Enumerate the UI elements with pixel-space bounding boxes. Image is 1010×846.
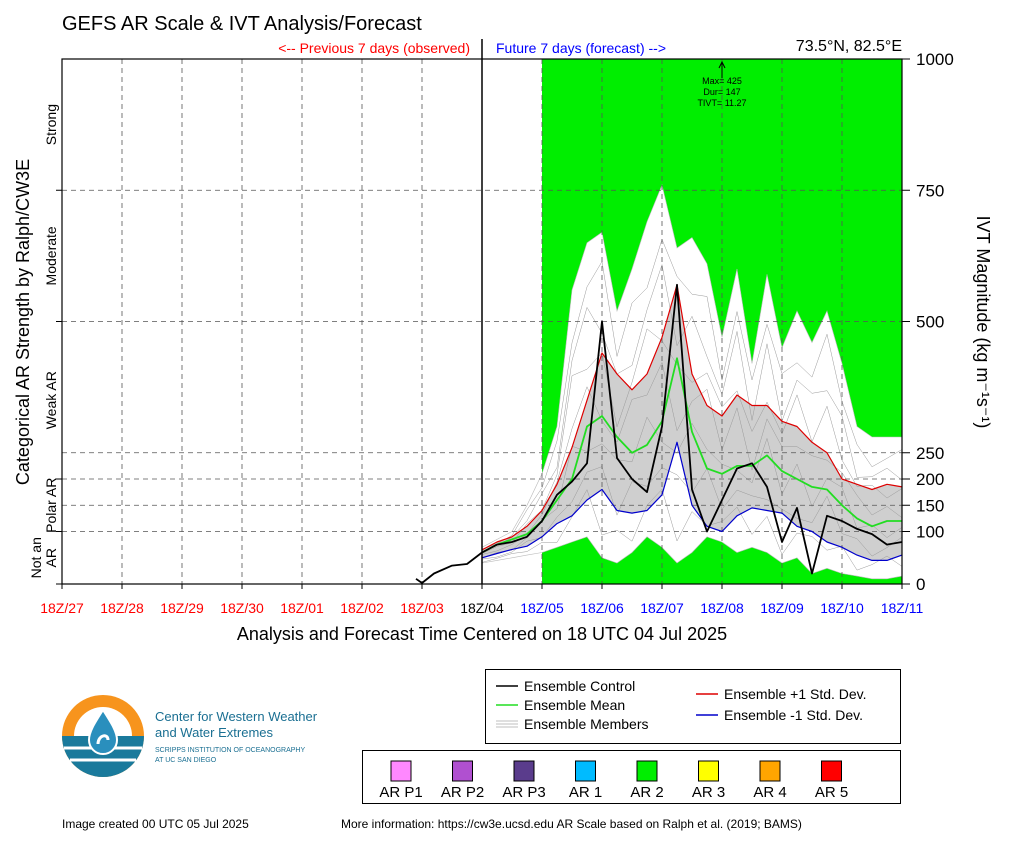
y-tick-label-200: 200 (916, 470, 944, 489)
ar-swatch-3 (575, 760, 596, 782)
ar-swatch-label-0: AR P1 (379, 784, 422, 801)
x-tick-label-1: 18Z/28 (100, 600, 144, 616)
y-tick-label-100: 100 (916, 523, 944, 542)
ar-swatch-1 (452, 760, 473, 782)
y-tick-label-0: 0 (916, 575, 925, 594)
x-tick-label-5: 18Z/02 (340, 600, 384, 616)
member-line-6 (481, 264, 903, 553)
cw3e-logo: Center for Western Weather and Water Ext… (62, 695, 318, 777)
x-tick-label-9: 18Z/06 (580, 600, 624, 616)
series-control (415, 283, 903, 584)
ar-category-3: Moderate (43, 226, 59, 285)
y-tick-label-150: 150 (916, 496, 944, 515)
members-core-band (482, 284, 902, 561)
ar-swatch-label-1: AR P2 (441, 784, 484, 801)
chart-title: GEFS AR Scale & IVT Analysis/Forecast (62, 13, 422, 35)
x-tick-label-0: 18Z/27 (40, 600, 84, 616)
max-annotation: Max= 425 Dur= 147 TIVT= 11.27 (697, 60, 747, 108)
x-tick-label-2: 18Z/29 (160, 600, 204, 616)
y-tick-label-250: 250 (916, 444, 944, 463)
x-tick-label-14: 18Z/11 (881, 600, 924, 616)
y-axis-right-label: IVT Magnitude (kg m⁻¹s⁻¹) (973, 216, 993, 429)
ar-swatch-2 (513, 760, 535, 782)
member-line-2 (481, 466, 903, 560)
ar-swatch-label-3: AR 1 (569, 784, 602, 801)
x-tick-label-11: 18Z/08 (700, 600, 744, 616)
x-tick-label-8: 18Z/05 (520, 600, 564, 616)
legend-label-plus-std: Ensemble +1 Std. Dev. (724, 686, 867, 702)
series-plus-std (481, 284, 903, 551)
ar-category-4: Strong (43, 104, 59, 145)
ar-category-text-0-1: AR (43, 548, 59, 567)
x-tick-label-4: 18Z/01 (280, 600, 324, 616)
legend-label-members: Ensemble Members (524, 716, 649, 732)
logo-line-4: AT UC SAN DIEGO (155, 757, 217, 764)
member-line-1 (481, 488, 903, 571)
y-tick-label-1000: 1000 (916, 50, 954, 69)
ar-category-text-1-0: Polar AR (43, 478, 59, 533)
logo-line-3: SCRIPPS INSTITUTION OF OCEANOGRAPHY (155, 747, 305, 754)
logo-line-1: Center for Western Weather (155, 709, 318, 724)
ar-scale-legend-svg: AR P1 AR P2 AR P3 AR 1 AR 2 AR 3 AR 4 AR 5 (379, 760, 848, 801)
x-tick-label-3: 18Z/30 (220, 600, 264, 616)
logo-waves (62, 736, 144, 777)
series-mean (481, 357, 902, 554)
legend-label-minus-std: Ensemble -1 Std. Dev. (724, 707, 863, 723)
annotation-arrow-head (718, 60, 726, 69)
logo-line-2: and Water Extremes (155, 725, 274, 740)
member-line-7 (481, 238, 903, 550)
ar-category-0: Not an AR (28, 537, 59, 578)
x-tick-label-6: 18Z/03 (400, 600, 444, 616)
ar-swatch-5 (698, 760, 719, 782)
x-tick-label-7: 18Z/04 (460, 600, 504, 616)
ar-swatch-label-7: AR 5 (815, 784, 848, 801)
annotation-dur: Dur= 147 (703, 87, 740, 97)
forecast-label: Future 7 days (forecast) --> (496, 40, 666, 56)
series-legend: Ensemble Control Ensemble Mean Ensemble … (485, 669, 901, 744)
member-line-5 (481, 328, 903, 554)
ar-swatch-label-4: AR 2 (630, 784, 663, 801)
ar-swatch-6 (759, 760, 781, 782)
ar-category-text-3-0: Moderate (43, 226, 59, 285)
x-axis-label: Analysis and Forecast Time Centered on 1… (237, 624, 727, 644)
ar-category-2: Weak AR (43, 371, 59, 429)
ar-swatch-label-6: AR 4 (753, 784, 786, 801)
x-tick-label-12: 18Z/09 (760, 600, 804, 616)
ar-swatch-0 (390, 760, 412, 782)
ar-swatch-7 (821, 760, 842, 782)
y-tick-label-750: 750 (916, 181, 944, 200)
observed-label: <-- Previous 7 days (observed) (278, 40, 470, 56)
x-tick-label-13: 18Z/10 (820, 600, 864, 616)
legend-label-control: Ensemble Control (524, 678, 635, 694)
member-line-3 (481, 416, 903, 559)
footer-info: More information: https://cw3e.ucsd.edu … (341, 817, 802, 831)
y-tick-label-500: 500 (916, 313, 944, 332)
series-minus-std (481, 441, 903, 561)
location-label: 73.5°N, 82.5°E (796, 38, 902, 55)
series-legend-svg: Ensemble Control Ensemble Mean Ensemble … (496, 678, 867, 732)
ar-category-text-4-0: Strong (43, 104, 59, 145)
annotation-tivt: TIVT= 11.27 (697, 98, 746, 108)
logo-swirl (96, 734, 110, 745)
ar-category-text-0-0: Not an (28, 537, 44, 578)
x-tick-label-10: 18Z/07 (640, 600, 684, 616)
ar-category-text-2-0: Weak AR (43, 371, 59, 429)
annotation-max: Max= 425 (702, 76, 742, 86)
ar-scale-legend: AR P1 AR P2 AR P3 AR 1 AR 2 AR 3 AR 4 AR 5 (362, 750, 901, 804)
ar-swatch-4 (636, 760, 658, 782)
footer-created: Image created 00 UTC 05 Jul 2025 (62, 817, 249, 831)
ar-swatch-label-5: AR 3 (692, 784, 725, 801)
legend-label-mean: Ensemble Mean (524, 697, 625, 713)
ar-swatch-label-2: AR P3 (502, 784, 545, 801)
water-drop-icon (87, 708, 119, 755)
ar-category-1: Polar AR (43, 478, 59, 533)
legend-swatch-members (496, 720, 518, 728)
y-axis-left-label: Categorical AR Strength by Ralph/CW3E (13, 159, 33, 485)
